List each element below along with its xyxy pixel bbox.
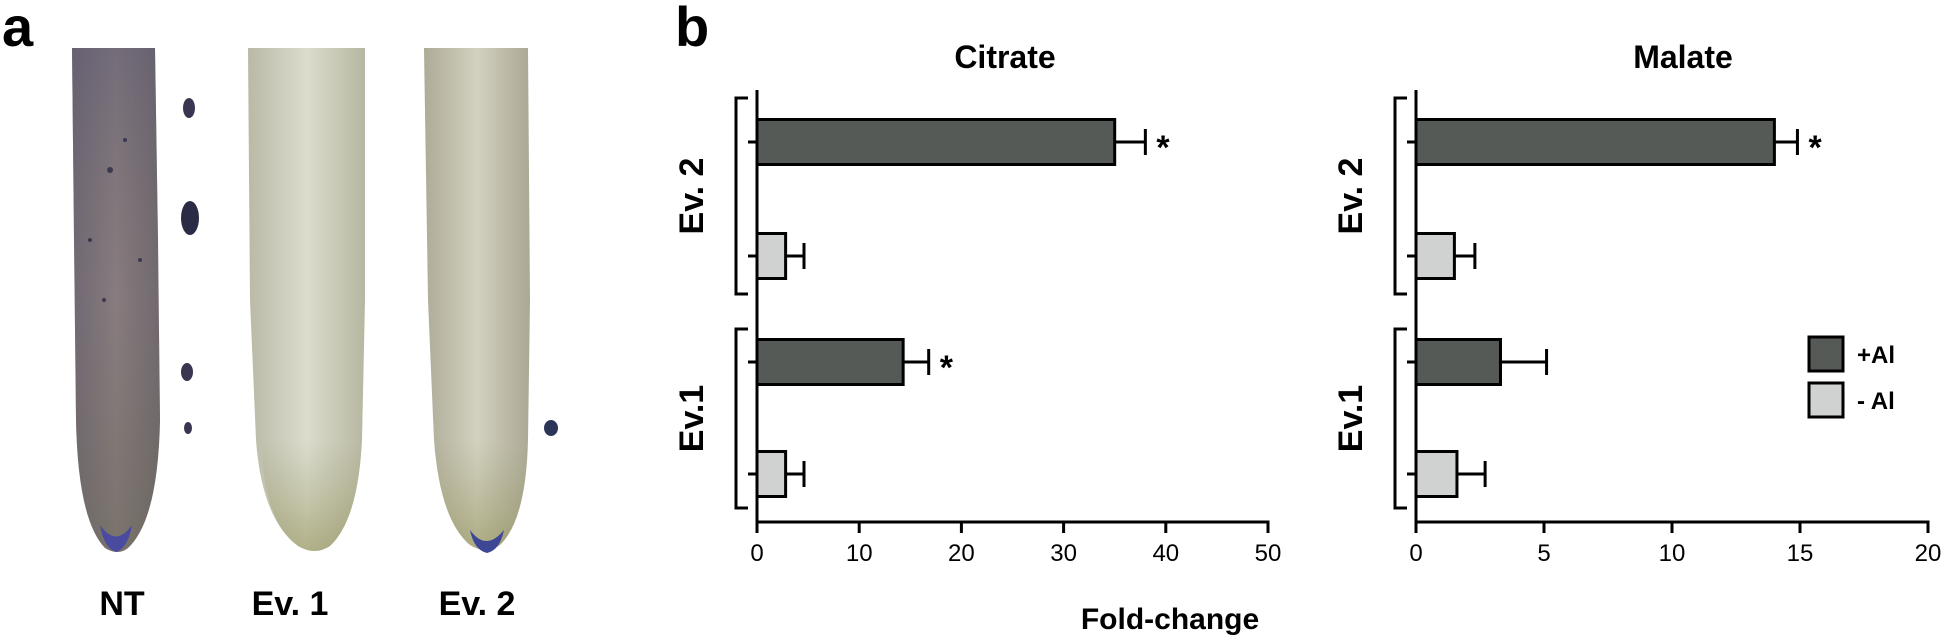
legend-item-plus-al: +Al	[1807, 335, 1895, 373]
bar-al-ev-1	[755, 338, 905, 386]
group-bracket-ev-1	[1393, 327, 1407, 510]
legend-swatch-minus-al	[1807, 381, 1845, 419]
group-label-ev-1: Ev.1	[1332, 385, 1370, 452]
x-tick-label-0: 0	[1409, 540, 1422, 567]
chart-title: Citrate	[954, 39, 1055, 75]
group-bracket-ev-1	[734, 327, 748, 510]
legend-label-minus-al: - Al	[1857, 388, 1895, 415]
x-tick-label-15: 15	[1787, 540, 1814, 567]
x-tick-label-0: 0	[750, 540, 763, 567]
bar-al-ev-1	[1414, 450, 1459, 498]
x-tick-label-10: 10	[846, 540, 873, 567]
significance-marker-al-ev-1: *	[940, 349, 954, 387]
group-label-ev-2: Ev. 2	[673, 158, 711, 235]
bar-al-ev-1	[755, 450, 788, 498]
group-label-ev-2: Ev. 2	[1332, 158, 1370, 235]
chart-title: Malate	[1633, 39, 1733, 75]
x-tick-label-10: 10	[1659, 540, 1686, 567]
bar-al-ev-2	[755, 118, 1117, 166]
root-label-ev2: Ev. 2	[439, 585, 516, 623]
bar-al-ev-2	[1414, 232, 1456, 280]
chart-malate: Malate 0 5 10 15 20 Ev. 2 * Ev.1	[1332, 39, 1941, 567]
root-image-nt	[72, 48, 199, 552]
significance-marker-al-ev-2: *	[1808, 129, 1822, 167]
panel-a-letter: a	[2, 0, 34, 58]
group-label-ev-1: Ev.1	[673, 385, 711, 452]
x-tick-label-20: 20	[1915, 540, 1942, 567]
significance-marker-al-ev-2: *	[1156, 129, 1170, 167]
panel-a: a NT Ev. 1 Ev. 2	[2, 0, 558, 623]
legend-label-plus-al: +Al	[1857, 342, 1895, 369]
bar-al-ev-2	[1414, 118, 1776, 166]
root-image-ev1	[248, 48, 365, 551]
bar-al-ev-1	[1414, 338, 1502, 386]
x-axis-label: Fold-change	[1081, 603, 1259, 636]
root-label-nt: NT	[99, 585, 145, 623]
legend: +Al - Al	[1807, 335, 1895, 419]
panel-b-letter: b	[675, 0, 709, 58]
panel-b: b Citrate 0 10 20 30 40 50 Ev. 2 * Ev.1 * Malate 0 5…	[673, 0, 1941, 636]
group-bracket-ev-2	[734, 96, 748, 296]
root-label-ev1: Ev. 1	[252, 585, 329, 623]
legend-swatch-plus-al	[1807, 335, 1845, 373]
x-tick-label-50: 50	[1255, 540, 1282, 567]
x-tick-label-20: 20	[948, 540, 975, 567]
root-image-ev2	[424, 48, 558, 553]
legend-item-minus-al: - Al	[1807, 381, 1895, 419]
x-tick-label-5: 5	[1537, 540, 1550, 567]
x-tick-label-40: 40	[1152, 540, 1179, 567]
chart-citrate: Citrate 0 10 20 30 40 50 Ev. 2 * Ev.1 *	[673, 39, 1281, 567]
group-bracket-ev-2	[1393, 96, 1407, 296]
bar-al-ev-2	[755, 232, 788, 280]
x-tick-label-30: 30	[1050, 540, 1077, 567]
